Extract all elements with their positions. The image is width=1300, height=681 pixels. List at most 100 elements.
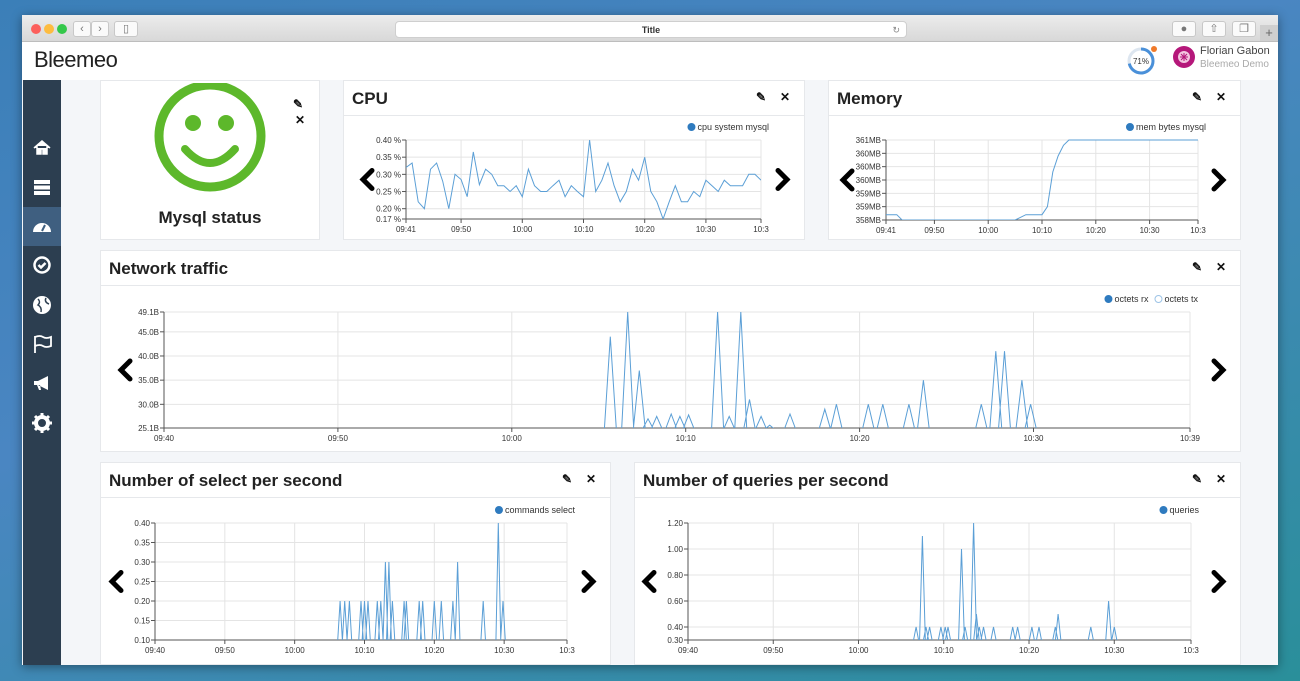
sidebar-item-dashboard[interactable]	[23, 206, 61, 246]
home-icon	[33, 139, 51, 155]
chevron-right-icon[interactable]	[1211, 168, 1227, 192]
sidebar	[23, 80, 61, 665]
gauge-label: 71%	[1133, 57, 1149, 66]
sidebar-item-home[interactable]	[23, 128, 61, 167]
logo[interactable]: Bleemeo	[34, 47, 118, 72]
legend-marker[interactable]	[1159, 506, 1168, 514]
panel-header	[829, 81, 1240, 116]
cpu-panel: CPU ✎ ✕ 0.17 % 0.20 % 0.25 % 0.30 % 0.35 % 0.40 …	[343, 80, 805, 240]
downloads-button[interactable]: ●	[1172, 21, 1196, 37]
edit-icon[interactable]: ✎	[561, 472, 572, 486]
y-tick-label: 40.0B	[138, 352, 159, 361]
close-window-button[interactable]	[31, 24, 41, 34]
sidebar-item-globe[interactable]	[23, 285, 61, 324]
usage-gauge[interactable]: 71%	[1126, 44, 1160, 78]
memory-panel: Memory ✎ ✕ 358MB 359MB 359MB 360MB 360MB 360MB 36…	[828, 80, 1241, 240]
tabs-button[interactable]: ❐	[1232, 21, 1256, 37]
network-chart: 25.1B 30.0B 35.0B 40.0B 45.0B 49.1B 09:40 09:50…	[117, 294, 1227, 443]
legend-marker[interactable]	[1125, 123, 1134, 131]
y-tick-label: 0.20	[134, 597, 150, 606]
edit-icon[interactable]: ✎	[1191, 90, 1202, 104]
y-tick-label: 359MB	[856, 189, 881, 198]
queries-panel: Number of queries per second ✎ ✕ 0.30 0.40 0.…	[634, 462, 1241, 665]
forward-button[interactable]: ›	[91, 21, 109, 37]
address-bar[interactable]: Title ↻	[395, 21, 907, 38]
chevron-right-icon[interactable]	[775, 168, 791, 191]
back-button[interactable]: ‹	[73, 21, 91, 37]
minimize-window-button[interactable]	[44, 24, 54, 34]
y-tick-label: 360MB	[856, 163, 881, 172]
page-title: Title	[641, 25, 661, 35]
series-line	[886, 139, 1198, 220]
panel-header	[101, 463, 610, 498]
panel-title: Number of select per second	[109, 471, 343, 490]
new-tab-button[interactable]: +	[1260, 25, 1278, 41]
gear-icon	[32, 412, 52, 433]
y-tick-label: 0.25 %	[376, 188, 401, 197]
notification-dot	[1151, 46, 1157, 52]
avatar[interactable]	[1172, 45, 1196, 69]
close-icon[interactable]: ✕	[1215, 90, 1226, 104]
chevron-left-icon[interactable]	[641, 570, 657, 593]
y-tick-label: 0.15	[134, 617, 150, 626]
sidebar-item-megaphone[interactable]	[23, 364, 61, 403]
chevron-right-icon[interactable]	[1211, 570, 1227, 593]
close-icon[interactable]: ✕	[1215, 260, 1226, 274]
y-tick-label: 358MB	[856, 216, 881, 225]
legend-marker[interactable]	[1154, 295, 1163, 303]
sidebar-item-servers[interactable]	[23, 167, 61, 206]
chevron-right-icon[interactable]	[1211, 358, 1227, 382]
legend-label: queries	[1169, 505, 1199, 515]
panel-title: Network traffic	[109, 259, 229, 278]
share-button[interactable]: ⇧	[1202, 21, 1226, 37]
chevron-left-icon[interactable]	[359, 168, 375, 191]
x-tick-label: 10:00	[848, 646, 869, 655]
panel-title: Number of queries per second	[643, 471, 889, 490]
legend-marker[interactable]	[1104, 295, 1113, 303]
edit-icon[interactable]: ✎	[1191, 260, 1202, 274]
y-tick-label: 0.30 %	[376, 170, 401, 179]
legend-label: cpu system mysql	[697, 122, 769, 132]
chevron-left-icon[interactable]	[108, 570, 124, 593]
maximize-window-button[interactable]	[57, 24, 67, 34]
sidebar-item-flag[interactable]	[23, 325, 61, 364]
browser-toolbar: ‹ › ▯ Title ↻ ● ⇧ ❐ +	[22, 15, 1278, 42]
chevron-left-icon[interactable]	[117, 358, 133, 382]
x-tick-label: 09:50	[451, 225, 472, 234]
close-icon[interactable]: ✕	[585, 472, 596, 486]
dashboard-icon	[33, 223, 51, 233]
sidebar-item-gear[interactable]	[23, 403, 61, 442]
close-icon[interactable]: ✕	[779, 90, 790, 104]
y-tick-label: 0.40 %	[376, 136, 401, 145]
legend-label: mem bytes mysql	[1136, 122, 1206, 132]
reload-icon[interactable]: ↻	[892, 25, 900, 35]
panel-header	[635, 463, 1240, 498]
legend-marker[interactable]	[687, 123, 696, 131]
network-panel: Network traffic ✎ ✕ 25.1B 30.0B 35.0B 40.0B 45.…	[100, 250, 1241, 452]
sidebar-item-check-circle[interactable]	[23, 246, 61, 285]
memory-chart: 358MB 359MB 359MB 360MB 360MB 360MB 361MB 09:41…	[839, 122, 1227, 235]
chevron-right-icon[interactable]	[581, 570, 597, 593]
legend-marker[interactable]	[494, 506, 503, 514]
edit-icon[interactable]: ✎	[1191, 472, 1202, 486]
x-tick-label: 10:00	[978, 226, 999, 235]
user-name[interactable]: Florian Gabon	[1200, 45, 1270, 57]
y-tick-label: 0.20 %	[376, 205, 401, 214]
sidebar-toggle-button[interactable]: ▯	[114, 21, 138, 37]
x-tick-label: 09:40	[678, 646, 699, 655]
edit-icon[interactable]: ✎	[293, 97, 304, 111]
x-tick-label: 10:30	[494, 646, 515, 655]
close-icon[interactable]: ✕	[1215, 472, 1226, 486]
y-tick-label: 359MB	[856, 203, 881, 212]
app-header: Bleemeo 71% Florian Gabon Bleemeo Demo	[22, 42, 1278, 80]
select-panel: Number of select per second ✎ ✕ 0.10 0.15 0.2…	[100, 462, 611, 665]
x-tick-label: 09:41	[396, 225, 417, 234]
panel-header	[344, 81, 804, 116]
x-tick-label: 10:3	[753, 225, 769, 234]
chevron-left-icon[interactable]	[839, 168, 855, 192]
close-icon[interactable]: ✕	[295, 113, 306, 127]
x-tick-label: 10:10	[934, 646, 955, 655]
y-tick-label: 360MB	[856, 149, 881, 158]
edit-icon[interactable]: ✎	[755, 90, 766, 104]
smiley-icon	[154, 83, 266, 192]
